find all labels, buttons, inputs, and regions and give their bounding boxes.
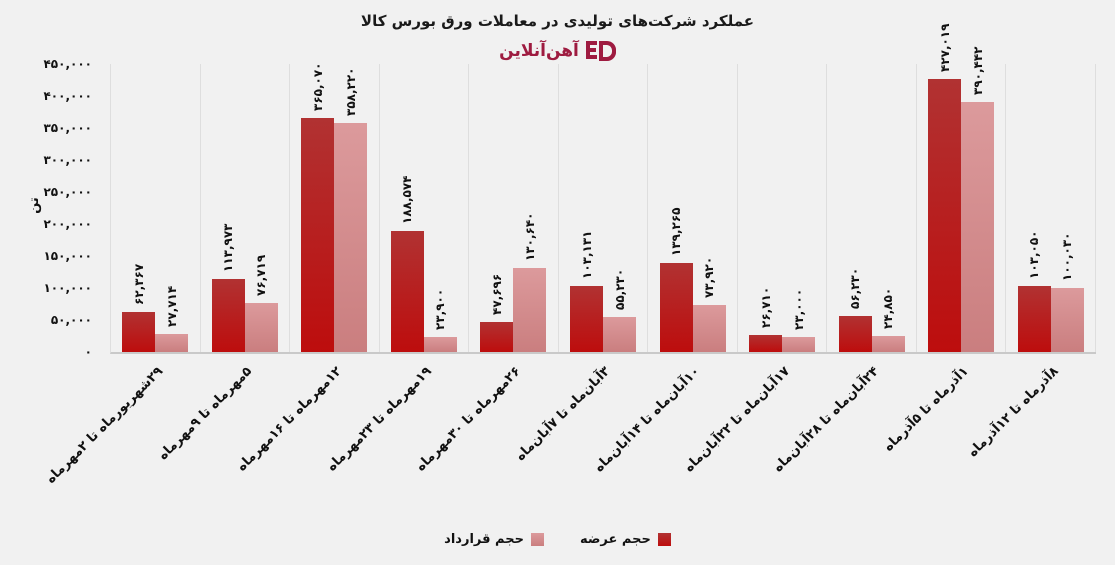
contract-volume-bar: ۲۴,۸۵۰ <box>871 288 905 352</box>
supply-volume-bar: ۱۱۳,۹۷۳ <box>211 224 245 352</box>
y-tick-label: ۲۰۰,۰۰۰ <box>43 217 92 231</box>
y-tick-label: ۲۵۰,۰۰۰ <box>43 185 92 199</box>
bar-value-label: ۴۷,۶۹۶ <box>489 273 504 315</box>
bar-value-label: ۱۳۹,۲۶۵ <box>669 207 684 256</box>
contract-volume-bar: ۱۰۰,۰۳۰ <box>1050 232 1084 352</box>
supply-volume-bar: ۴۷,۶۹۶ <box>480 273 514 352</box>
y-tick-label: ۴۵۰,۰۰۰ <box>43 57 92 71</box>
bar-group: ۶۲,۳۶۷ ۲۷,۷۱۴ ۲۹شهریورماه تا ۲مهرماه <box>43 64 201 487</box>
supply-volume-bar: ۶۲,۳۶۷ <box>122 264 156 352</box>
supply-volume-bar: ۱۰۳,۱۳۱ <box>570 230 603 352</box>
supply-volume-bar: ۲۶,۷۱۰ <box>749 287 783 352</box>
x-category-label: ۲۹شهریورماه تا ۲مهرماه <box>43 364 166 487</box>
bar-group: ۴۷,۶۹۶ ۱۳۰,۶۴۰ ۲۶مهرماه تا ۳۰مهرماه <box>414 64 559 474</box>
legend: حجم عرضه حجم قرارداد <box>0 532 1115 547</box>
bar-value-label: ۱۸۸,۵۷۴ <box>400 175 415 225</box>
supply-volume-bar: ۱۰۳,۰۵۰ <box>1017 230 1051 352</box>
x-category-label: ۱آذرماه تا ۵آذرماه <box>881 364 972 455</box>
bar-value-label: ۵۵,۲۳۰ <box>612 268 627 310</box>
bar-value-label: ۷۳,۹۲۰ <box>702 256 717 298</box>
x-category-label: ۸آذرماه تا ۱۲آذرماه <box>965 364 1062 461</box>
bar-value-label: ۲۶,۷۱۰ <box>758 286 773 328</box>
bar-value-label: ۲۳,۹۰۰ <box>433 288 448 330</box>
bar-value-label: ۱۰۳,۰۵۰ <box>1027 230 1042 279</box>
bar-group: ۱۸۸,۵۷۴ ۲۳,۹۰۰ ۱۹مهرماه تا ۲۳مهرماه <box>324 64 470 474</box>
bar-group: ۴۲۷,۰۱۹ ۳۹۰,۴۴۲ ۱آذرماه تا ۵آذرماه <box>881 23 1007 455</box>
contract-volume-bar: ۱۳۰,۶۴۰ <box>513 213 547 352</box>
y-axis-ticks: ۴۵۰,۰۰۰ ۴۰۰,۰۰۰ ۳۵۰,۰۰۰ ۳۰۰,۰۰۰ ۲۵۰,۰۰۰ ۲۰۰,۰… <box>0 57 100 359</box>
bar-value-label: ۷۶,۷۱۹ <box>254 254 269 296</box>
legend-label: حجم عرضه <box>579 532 651 547</box>
x-category-label: ۳آبان‌ماه تا ۷آبان‌ماه <box>513 364 614 465</box>
bar-value-label: ۶۲,۳۶۷ <box>131 263 146 306</box>
contract-volume-bar: ۷۳,۹۲۰ <box>692 257 726 352</box>
bar-value-label: ۲۴,۸۵۰ <box>881 287 896 330</box>
supply-volume-bar: ۱۳۹,۲۶۵ <box>659 207 693 352</box>
contract-volume-bar: ۳۹۰,۴۴۲ <box>961 47 995 352</box>
bar-group: ۱۳۹,۲۶۵ ۷۳,۹۲۰ ۱۰آبان‌ماه تا ۱۴آبان‌ماه <box>592 64 738 475</box>
brand-logo-text: آهن‌آنلاین <box>499 41 579 61</box>
bar-group: ۱۰۳,۱۳۱ ۵۵,۲۳۰ ۳آبان‌ماه تا ۷آبان‌ماه <box>514 64 649 464</box>
contract-volume-bar: ۲۷,۷۱۴ <box>155 286 189 352</box>
legend-item-contract: حجم قرارداد <box>444 532 544 547</box>
bar-value-label: ۴۲۷,۰۱۹ <box>937 23 952 72</box>
legend-swatch-icon <box>530 533 544 546</box>
bar-value-label: ۵۶,۲۳۰ <box>848 267 863 309</box>
contract-volume-bar: ۲۳,۰۰۰ <box>782 289 816 352</box>
bar-value-label: ۱۰۰,۰۳۰ <box>1060 232 1075 281</box>
contract-volume-bar: ۲۳,۹۰۰ <box>423 289 457 352</box>
supply-volume-bar: ۱۸۸,۵۷۴ <box>390 176 424 352</box>
bar-value-label: ۲۳,۰۰۰ <box>791 289 806 331</box>
contract-volume-bar: ۳۵۸,۲۲۰ <box>334 67 368 352</box>
x-category-label: ۲۴آبان‌ماه تا ۲۸آبان‌ماه <box>770 364 883 476</box>
bar-value-label: ۳۵۸,۲۲۰ <box>343 67 358 116</box>
supply-volume-bar: ۵۶,۲۳۰ <box>838 268 872 352</box>
bar-value-label: ۱۱۳,۹۷۳ <box>221 223 236 273</box>
y-tick-label: ۰ <box>84 345 92 359</box>
legend-swatch-icon <box>657 533 671 546</box>
supply-volume-bar: ۳۶۵,۰۷۰ <box>301 63 335 352</box>
y-tick-label: ۴۰۰,۰۰۰ <box>43 89 92 103</box>
bar-value-label: ۳۶۵,۰۷۰ <box>310 62 325 112</box>
bar-group: ۱۱۳,۹۷۳ ۷۶,۷۱۹ ۵مهرماه تا ۹مهرماه <box>156 64 291 463</box>
y-tick-label: ۳۰۰,۰۰۰ <box>43 153 92 167</box>
y-tick-label: ۱۰۰,۰۰۰ <box>43 281 92 295</box>
y-tick-label: ۵۰,۰۰۰ <box>50 313 92 327</box>
supply-volume-bar: ۴۲۷,۰۱۹ <box>928 23 962 352</box>
bar-group: ۳۶۵,۰۷۰ ۳۵۸,۲۲۰ ۱۲مهرماه تا ۱۶مهرماه <box>235 63 380 474</box>
contract-volume-bar: ۵۵,۲۳۰ <box>603 269 636 352</box>
plot-area: ۶۲,۳۶۷ ۲۷,۷۱۴ ۲۹شهریورماه تا ۲مهرماه ۱۱۳,۹۷… <box>43 23 1097 487</box>
bar-group: ۵۶,۲۳۰ ۲۴,۸۵۰ ۲۴آبان‌ماه تا ۲۸آبان‌ماه <box>771 64 917 475</box>
bar-group: ۲۶,۷۱۰ ۲۳,۰۰۰ ۱۷آبان‌ماه تا ۲۲آبان‌ماه <box>681 64 828 475</box>
bar-value-label: ۳۹۰,۴۴۲ <box>970 46 985 96</box>
chart-title: عملکرد شرکت‌های تولیدی در معاملات ورق بو… <box>360 12 755 30</box>
bar-group: ۱۰۳,۰۵۰ ۱۰۰,۰۳۰ ۸آذرماه تا ۱۲آذرماه <box>965 64 1097 460</box>
legend-item-supply: حجم عرضه <box>580 532 671 547</box>
bar-value-label: ۲۷,۷۱۴ <box>164 286 179 328</box>
x-category-label: ۲۶مهرماه تا ۳۰مهرماه <box>413 364 525 475</box>
brand-logo: آهن‌آنلاین <box>0 40 1115 62</box>
bar-value-label: ۱۰۳,۱۳۱ <box>579 230 594 279</box>
bar-value-label: ۱۳۰,۶۴۰ <box>522 212 537 262</box>
x-category-label: ۵مهرماه تا ۹مهرماه <box>156 364 256 464</box>
y-tick-label: ۳۵۰,۰۰۰ <box>43 121 92 135</box>
legend-label: حجم قرارداد <box>444 532 524 547</box>
y-tick-label: ۱۵۰,۰۰۰ <box>43 249 92 263</box>
ahan-online-logo-icon <box>585 40 616 62</box>
contract-volume-bar: ۷۶,۷۱۹ <box>244 255 278 352</box>
